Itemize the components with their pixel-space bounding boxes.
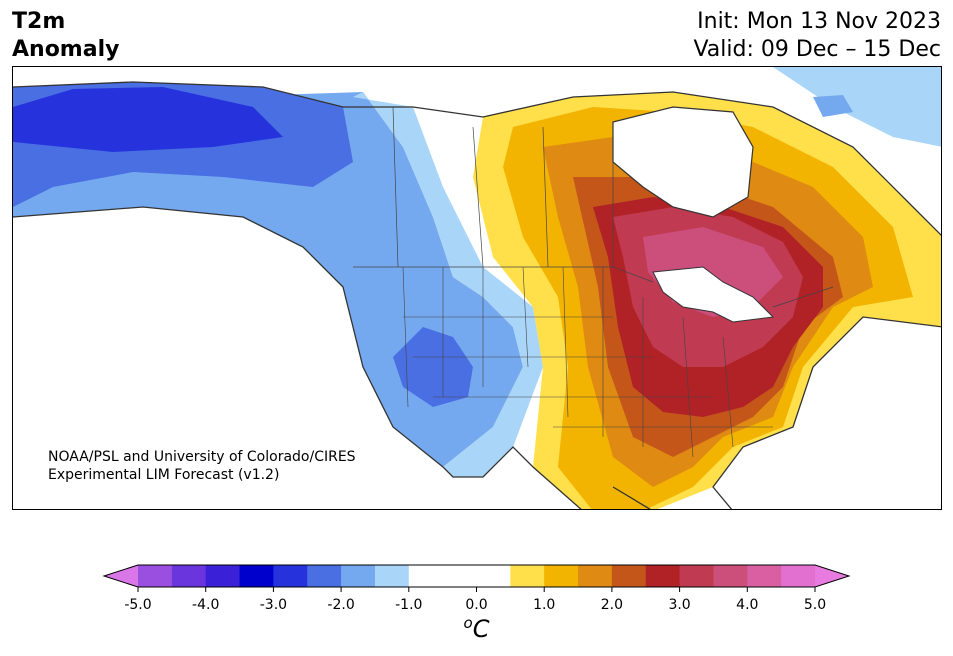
map-svg: [13, 67, 941, 509]
colorbar-swatch: [611, 565, 647, 587]
colorbar-swatch: [578, 565, 613, 587]
anomaly-region-greenland: [773, 67, 941, 147]
colorbar-tick-label: 1.0: [533, 597, 555, 613]
colorbar-tick-label: -2.0: [327, 597, 354, 613]
state-borders: [402, 266, 773, 458]
colorbar-swatch: [239, 565, 274, 587]
colorbar-swatch: [645, 565, 681, 587]
map-title: T2m Anomaly: [12, 8, 119, 64]
hudson-bay: [612, 106, 754, 218]
great-lakes: [652, 266, 775, 323]
degree-symbol: o: [463, 614, 473, 632]
colorbar-swatch: [713, 565, 748, 587]
anomaly-map: [12, 66, 942, 510]
colorbar-swatch: [374, 565, 410, 587]
colorbar-swatch: [679, 565, 714, 587]
colorbar-swatch: [138, 565, 173, 587]
colorbar-tick-label: 3.0: [668, 597, 690, 613]
valid-range: Valid: 09 Dec – 15 Dec: [693, 37, 941, 62]
colorbar-swatch: [442, 565, 511, 587]
colorbar-swatch: [747, 565, 782, 587]
colorbar-swatch: [307, 565, 342, 587]
province-borders: [392, 106, 614, 268]
colorbar-under-arrow: [104, 565, 138, 587]
colorbar-tick-label: -1.0: [395, 597, 422, 613]
colorbar-swatch: [781, 565, 816, 587]
colorbar-swatch: [408, 565, 444, 587]
colorbar-swatch: [205, 565, 241, 587]
colorbar-swatch: [273, 565, 308, 587]
colorbar-tick-label: 0.0: [465, 597, 487, 613]
init-date: Init: Mon 13 Nov 2023: [697, 9, 941, 34]
colorbar-over-arrow: [815, 565, 849, 587]
anomaly-region-alaska-core: [13, 87, 283, 152]
title-line-2: Anomaly: [12, 37, 120, 62]
run-info: Init: Mon 13 Nov 2023 Valid: 09 Dec – 15…: [693, 8, 941, 64]
colorbar-unit: oC: [0, 614, 953, 643]
credit-line-1: NOAA/PSL and University of Colorado/CIRE…: [48, 449, 356, 465]
colorbar: -5.0 -4.0 -3.0 -2.0 -1.0 0.0 1.0 2.0 3.0 4.0 5.0: [102, 564, 851, 613]
anomaly-region-greenland-core: [813, 95, 853, 117]
anomaly-region-great-basin: [393, 327, 473, 407]
unit-letter: C: [472, 615, 490, 643]
credit-text: NOAA/PSL and University of Colorado/CIRE…: [48, 448, 356, 484]
credit-line-2: Experimental LIM Forecast (v1.2): [48, 467, 280, 483]
colorbar-tick-label: 4.0: [736, 597, 758, 613]
colorbar-tick-label: 5.0: [804, 597, 826, 613]
colorbar-tick-label: -3.0: [260, 597, 287, 613]
colorbar-swatches: [102, 564, 851, 588]
colorbar-tick-label: 2.0: [601, 597, 623, 613]
colorbar-swatch: [171, 565, 207, 587]
coastline: [13, 81, 941, 509]
colorbar-tick-label: -5.0: [124, 597, 151, 613]
colorbar-swatch: [510, 565, 545, 587]
colorbar-swatch: [341, 565, 376, 587]
title-line-1: T2m: [12, 9, 66, 34]
colorbar-tick-label: -4.0: [192, 597, 219, 613]
colorbar-ticks: -5.0 -4.0 -3.0 -2.0 -1.0 0.0 1.0 2.0 3.0 4.0 5.0: [124, 587, 826, 613]
colorbar-swatch: [544, 565, 579, 587]
